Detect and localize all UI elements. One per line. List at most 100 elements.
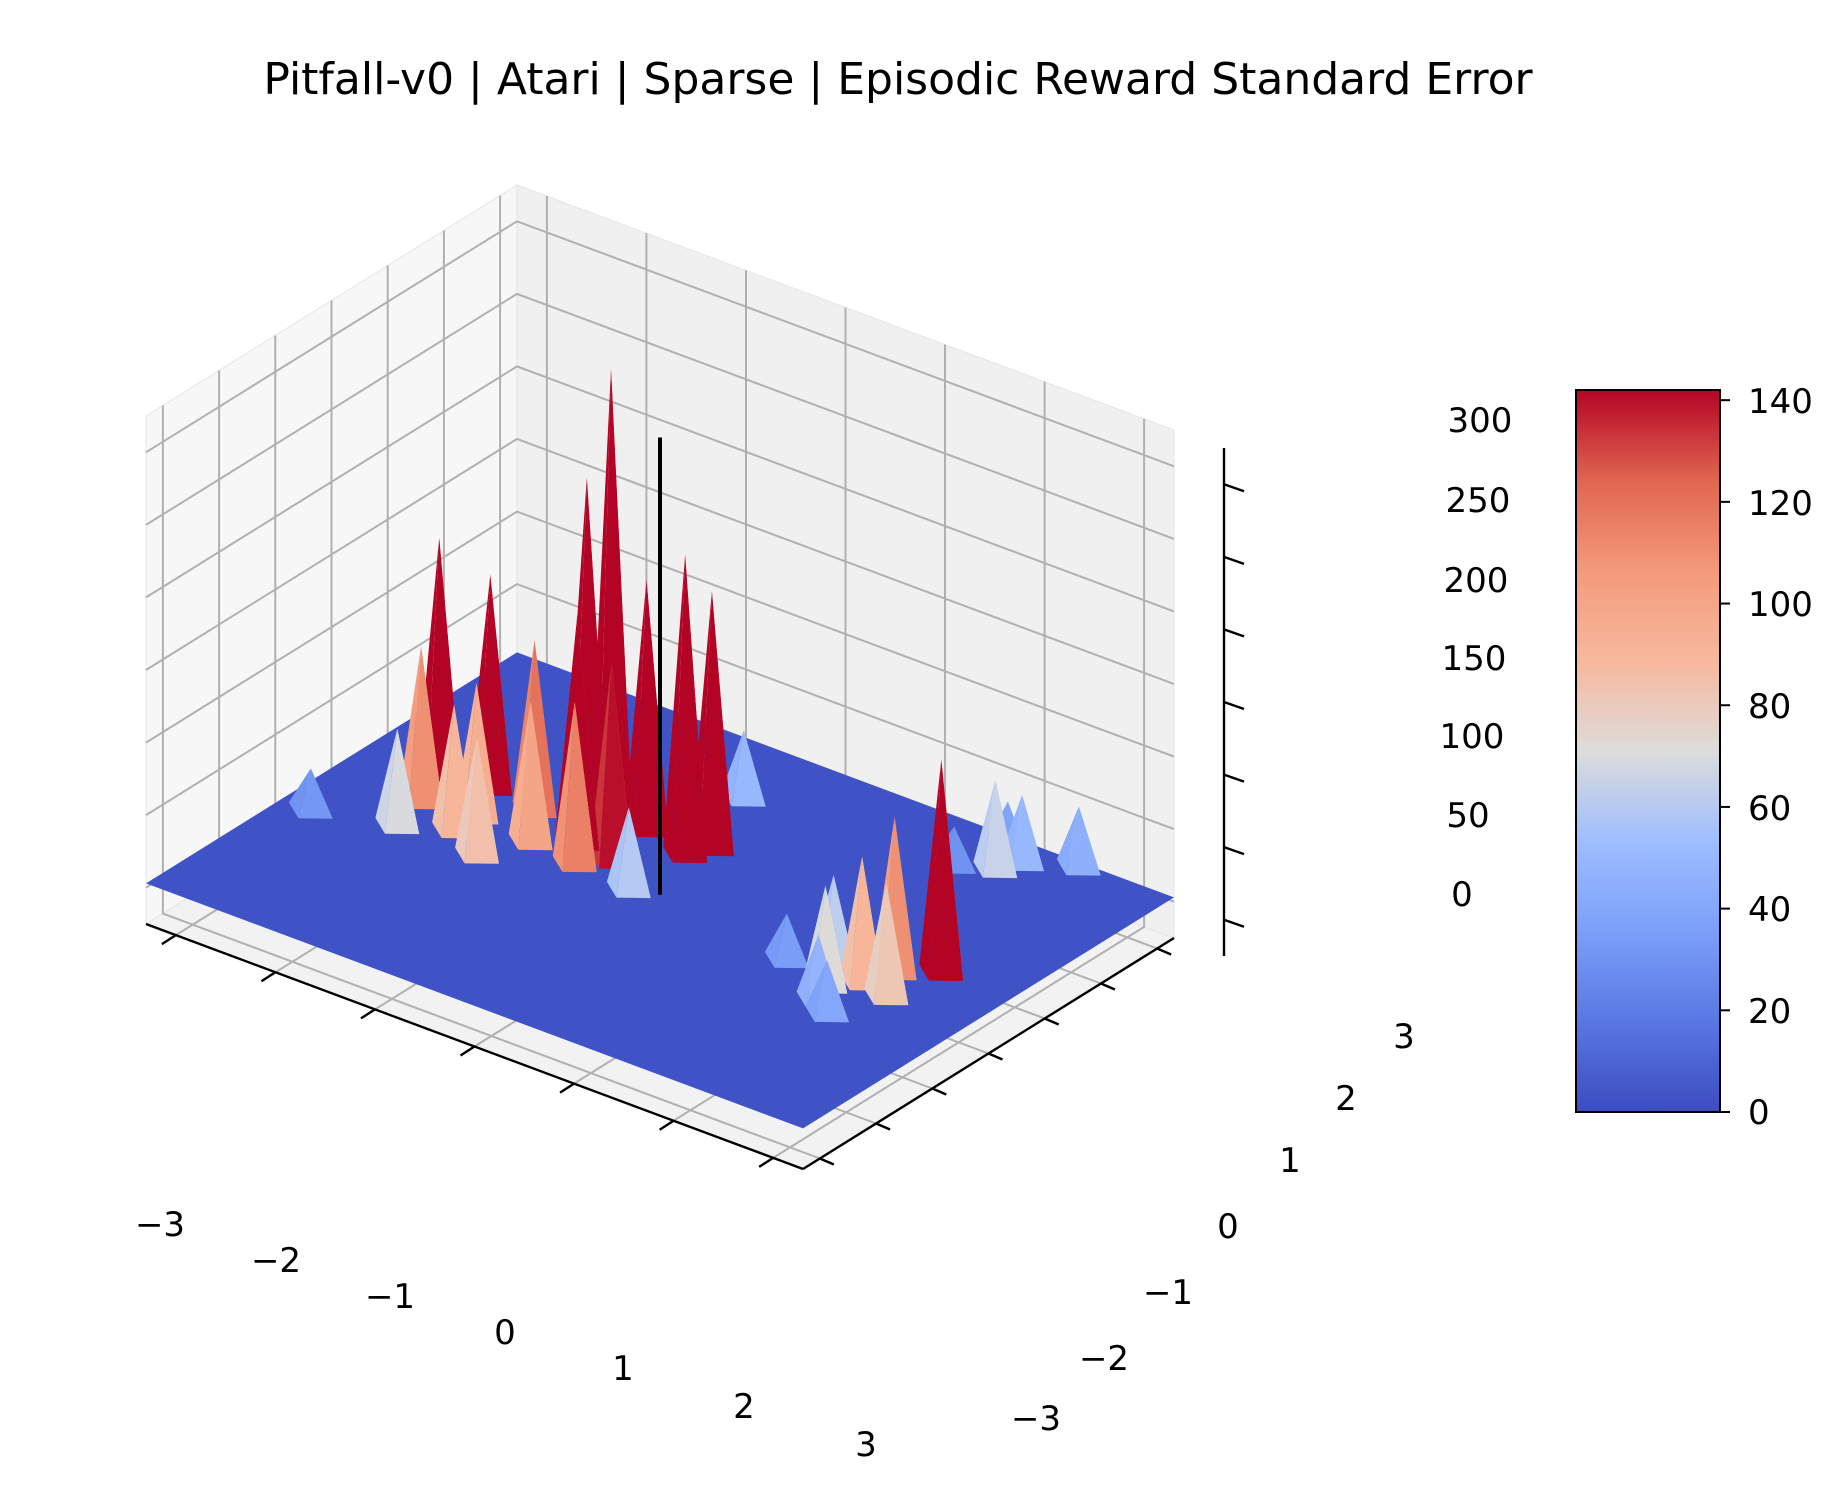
colorbar-tick-label: 120 <box>1748 484 1813 524</box>
x-tick <box>360 1008 376 1020</box>
surface-peak-face <box>1009 794 1044 872</box>
surface-peak-face <box>589 368 611 830</box>
z-tick-label: 250 <box>1446 481 1511 521</box>
surface-peak-face <box>477 574 513 797</box>
surface-peak-face <box>555 614 578 851</box>
z-grid-line <box>145 220 1175 468</box>
x-tick-label: 0 <box>494 1313 516 1353</box>
surface-peak-face <box>982 779 1018 879</box>
colorbar-tick-label: 60 <box>1748 789 1791 829</box>
z-tick <box>1223 483 1245 493</box>
surface-peak-face <box>432 704 454 838</box>
surface-peak-face <box>512 640 535 818</box>
x-tick-label: −3 <box>135 1205 185 1245</box>
z-grid-line <box>145 437 1175 685</box>
surface-peak-face <box>552 701 575 872</box>
y-tick-label: 2 <box>1335 1079 1357 1119</box>
x-grid-line <box>772 418 1146 1159</box>
y-tick <box>988 1052 1003 1061</box>
z-tick-label: 150 <box>1442 639 1507 679</box>
y-grid-line <box>161 405 821 1160</box>
surface-peak-face <box>973 779 996 878</box>
z-tick <box>1223 846 1245 856</box>
y-tick <box>931 1087 947 1096</box>
colorbar-tick-label: 40 <box>1748 890 1791 930</box>
surface-peak-face <box>562 701 597 873</box>
surface-peak-face <box>375 728 398 834</box>
y-tick-label: 1 <box>1279 1141 1301 1181</box>
x-tick <box>459 1045 476 1057</box>
y-tick <box>875 1122 891 1131</box>
z-grid-line <box>145 510 1175 758</box>
surface-peak-face <box>928 759 964 981</box>
surface-peak-face <box>796 934 819 1008</box>
z-grid-line <box>145 292 1175 540</box>
surface-peak-face <box>385 728 420 835</box>
x-tick <box>559 1082 575 1094</box>
surface-peak-face <box>298 768 333 819</box>
colorbar-tick-label: 0 <box>1748 1093 1770 1133</box>
x-tick <box>658 1119 675 1131</box>
surface-peak-face <box>874 882 909 1006</box>
x-tick-label: 3 <box>855 1425 877 1465</box>
surface-peak-face <box>616 807 651 899</box>
y-tick-label: −3 <box>1011 1399 1061 1439</box>
y-tick <box>1156 947 1172 956</box>
surface-peak-face <box>1056 806 1079 876</box>
y-tick-label: −2 <box>1079 1339 1129 1379</box>
surface-peak-face <box>731 730 766 807</box>
tick-marks <box>161 483 1245 1168</box>
y-tick <box>819 1157 835 1166</box>
surface-peak-face <box>408 646 443 810</box>
surface-peak-face <box>919 759 942 981</box>
y-tick <box>1044 1017 1060 1026</box>
surface-peak-face <box>814 960 849 1023</box>
colorbar-tick-label: 20 <box>1748 992 1791 1032</box>
surface-peak-face <box>508 701 531 850</box>
z-grid-line <box>145 582 1175 831</box>
colorbar-tick-label: 100 <box>1748 585 1813 625</box>
surface-peak-face <box>840 856 863 991</box>
y-tick-label: 0 <box>1217 1207 1239 1247</box>
x-tick <box>758 1156 774 1168</box>
colorbar-ticks <box>1720 399 1730 1113</box>
surface-peak-face <box>774 913 809 969</box>
z-tick-label: 100 <box>1440 717 1505 757</box>
surface-peak-face <box>864 882 887 1005</box>
colorbar <box>1575 389 1721 1113</box>
x-tick <box>161 934 177 946</box>
x-tick-label: −1 <box>365 1277 415 1317</box>
x-tick-label: −2 <box>251 1241 301 1281</box>
surface-peak-face <box>764 913 787 968</box>
surface-peak-face <box>464 736 499 864</box>
z-tick <box>1223 700 1245 711</box>
surface-peak-face <box>699 591 734 857</box>
surface-peak-face <box>606 807 629 898</box>
z-tick <box>1223 555 1245 565</box>
x-tick <box>260 971 277 983</box>
z-tick <box>1223 773 1245 783</box>
y-tick <box>1100 982 1116 991</box>
y-tick-label: 3 <box>1393 1017 1415 1057</box>
y-tick-label: −1 <box>1143 1273 1193 1313</box>
colorbar-tick-label: 80 <box>1748 687 1791 727</box>
z-tick-label: 300 <box>1448 401 1513 441</box>
z-grid-line <box>145 365 1175 613</box>
surface-peak-face <box>518 701 553 851</box>
colorbar-tick-label: 140 <box>1748 382 1813 422</box>
surface-peak-face <box>455 736 477 864</box>
z-tick-label: 200 <box>1444 561 1509 601</box>
z-tick <box>1223 918 1245 928</box>
chart-title: Pitfall-v0 | Atari | Sparse | Episodic R… <box>263 54 1533 105</box>
x-tick-label: 2 <box>733 1387 755 1427</box>
x-tick-label: 1 <box>612 1349 634 1389</box>
surface-peak-face <box>288 768 311 819</box>
z-tick-label: 50 <box>1446 796 1489 836</box>
surface-peak-face <box>599 662 634 870</box>
z-tick <box>1223 628 1245 638</box>
surface-peak-face <box>1066 806 1101 876</box>
surface-peak-face <box>663 554 686 863</box>
surface-peak-face <box>805 960 828 1022</box>
z-tick-label: 0 <box>1451 875 1473 915</box>
